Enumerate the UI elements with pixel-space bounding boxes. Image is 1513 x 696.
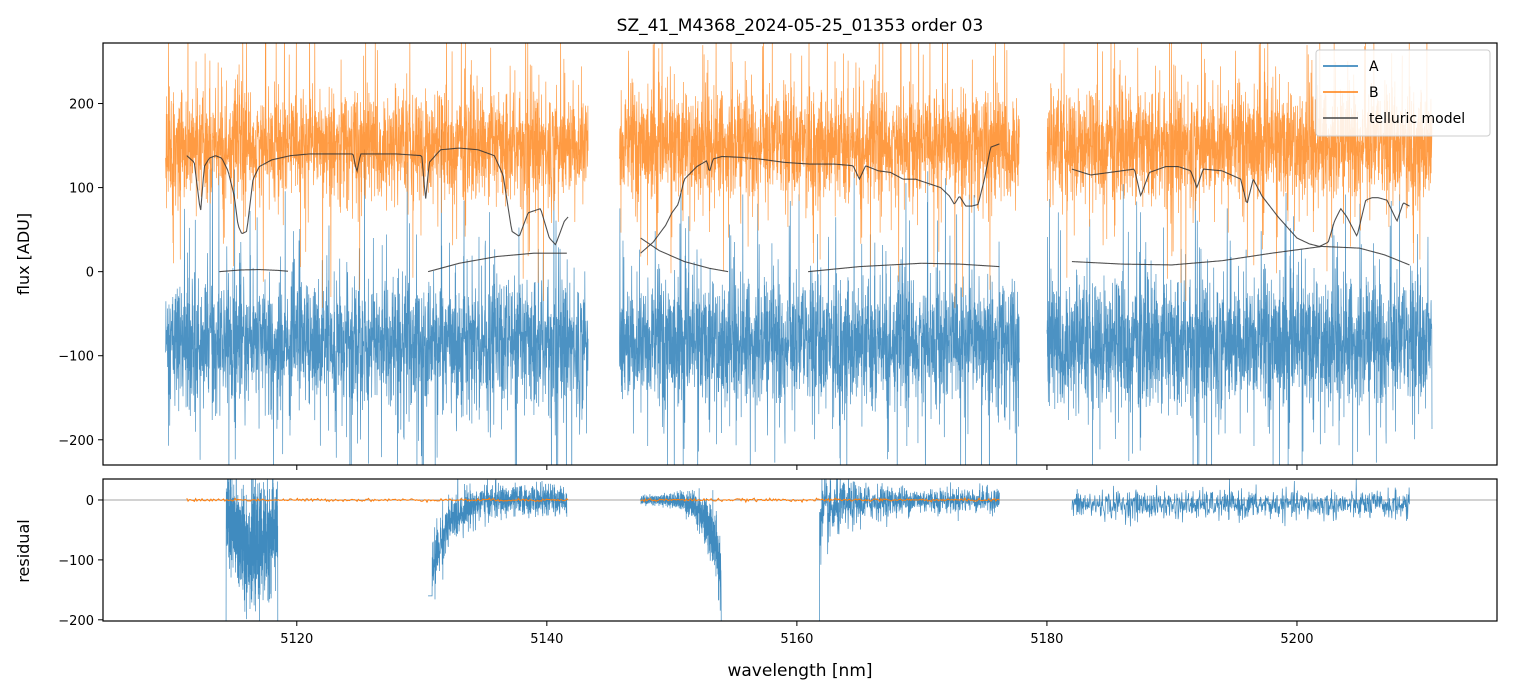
telluric-model-line — [1071, 166, 1410, 248]
series-b-line — [618, 43, 1020, 308]
series-b-line — [165, 43, 589, 308]
ytick-label: 200 — [69, 98, 94, 113]
telluric-continuum-line — [1071, 245, 1410, 266]
top-plot-area — [165, 43, 1433, 465]
residual-b-line — [640, 497, 1000, 504]
legend-label-telluric: telluric model — [1369, 111, 1465, 127]
xtick-label: 5140 — [530, 632, 563, 647]
top-ylabel: flux [ADU] — [14, 213, 33, 295]
residual-a-line — [808, 479, 1000, 621]
ytick-label: 0 — [86, 494, 94, 509]
bottom-ylabel: residual — [14, 519, 33, 582]
residual-b-line — [186, 497, 569, 504]
xlabel: wavelength [nm] — [727, 661, 872, 681]
legend-label-a: A — [1369, 59, 1379, 75]
residual-a-line — [1071, 479, 1410, 527]
ytick-label: −200 — [58, 614, 94, 629]
residual-a-line — [428, 479, 568, 600]
top-axis-ticks: −200 −100 0 100 200 — [58, 98, 1298, 470]
telluric-continuum-line — [640, 237, 729, 273]
ytick-label: −100 — [58, 350, 94, 365]
xtick-label: 5160 — [780, 632, 813, 647]
legend-box — [1315, 49, 1491, 137]
top-axes-frame — [102, 42, 1498, 466]
bottom-axes-frame — [102, 478, 1498, 622]
residual-a-line — [219, 479, 289, 621]
ytick-label: −100 — [58, 554, 94, 569]
ytick-label: −200 — [58, 434, 94, 449]
telluric-model-line — [186, 147, 569, 246]
ytick-label: 0 — [86, 266, 94, 281]
ytick-label: 100 — [69, 182, 94, 197]
legend: A B telluric model — [1315, 49, 1491, 137]
residual-a-line — [640, 488, 729, 621]
bottom-plot-area — [103, 479, 1497, 621]
xtick-label: 5200 — [1280, 632, 1313, 647]
series-a-line — [618, 171, 1020, 465]
xtick-label: 5120 — [280, 632, 313, 647]
telluric-continuum-line — [427, 252, 567, 273]
series-b-line — [1046, 43, 1433, 301]
series-a-line — [165, 129, 589, 465]
series-a-line — [1046, 167, 1433, 465]
legend-label-b: B — [1369, 85, 1379, 101]
top-panel: −200 −100 0 100 200 flux [ADU] A B telluric … — [14, 42, 1498, 470]
xtick-label: 5180 — [1030, 632, 1063, 647]
bottom-axis-ticks: −200 −100 0 5120 5140 5160 5180 5200 — [58, 494, 1313, 647]
telluric-model-line — [640, 143, 1000, 254]
bottom-panel: −200 −100 0 5120 5140 5160 5180 5200 residual w… — [14, 478, 1498, 681]
chart-title: SZ_41_M4368_2024-05-25_01353 order 03 — [617, 16, 984, 36]
telluric-continuum-line — [808, 262, 1000, 273]
telluric-continuum-line — [219, 268, 289, 273]
